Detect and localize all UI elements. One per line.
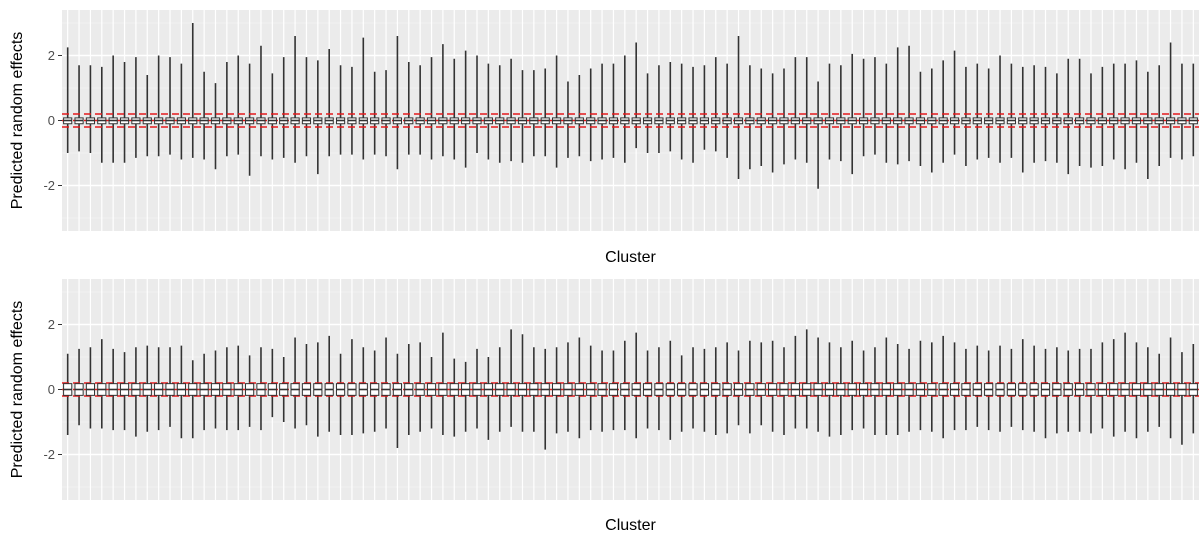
y-tick-label: 2 xyxy=(48,317,55,332)
y-tick-label: 0 xyxy=(48,113,55,128)
y-axis-label: Predicted random effects xyxy=(9,32,26,210)
y-tick-label: 0 xyxy=(48,382,55,397)
y-tick-label: -2 xyxy=(43,447,55,462)
y-tick-label: 2 xyxy=(48,48,55,63)
top-chart-panel: -2 0 2 Cluster Predicted random effects xyxy=(9,10,1199,266)
bottom-chart-panel: -2 0 2 Cluster Predicted random effects xyxy=(9,279,1199,534)
x-axis-label: Cluster xyxy=(605,517,656,534)
x-axis-label: Cluster xyxy=(605,249,656,266)
y-axis-label: Predicted random effects xyxy=(9,301,26,479)
y-tick-label: -2 xyxy=(43,178,55,193)
